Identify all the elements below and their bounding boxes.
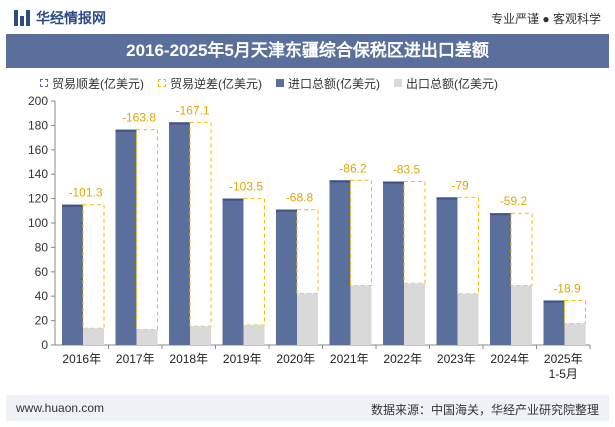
import-bar-top bbox=[169, 122, 190, 125]
y-tick-label: 0 bbox=[41, 338, 48, 352]
y-tick-label: 160 bbox=[28, 143, 48, 157]
y-tick-label: 40 bbox=[35, 289, 49, 303]
export-bar bbox=[457, 293, 479, 345]
import-bar bbox=[169, 122, 190, 345]
legend-item-deficit: 贸易逆差(亿美元) bbox=[158, 75, 262, 92]
export-bar bbox=[83, 328, 104, 345]
import-bar-top bbox=[276, 209, 297, 212]
tagline: 专业严谨 ● 客观科学 bbox=[491, 12, 601, 26]
legend-swatch-import bbox=[276, 79, 284, 87]
import-bar bbox=[383, 181, 404, 345]
legend-swatch-export bbox=[394, 79, 402, 87]
y-tick-label: 140 bbox=[28, 167, 48, 181]
brand-name: 华经情报网 bbox=[36, 10, 106, 26]
deficit-bar bbox=[189, 121, 212, 327]
deficit-bar bbox=[457, 196, 479, 295]
y-tick-label: 60 bbox=[35, 265, 49, 279]
deficit-bar bbox=[243, 198, 265, 326]
legend-swatch-surplus bbox=[40, 79, 48, 87]
deficit-data-label: -59.2 bbox=[500, 194, 528, 208]
export-bar bbox=[297, 293, 318, 345]
top-bar: 华经情报网 专业严谨 ● 客观科学 bbox=[0, 0, 615, 34]
deficit-bar bbox=[136, 129, 158, 331]
deficit-data-label: -101.3 bbox=[68, 186, 102, 200]
deficit-data-label: -167.1 bbox=[175, 103, 209, 117]
x-tick-label: 1-5月 bbox=[549, 367, 578, 381]
footer: www.huaon.com 数据来源：中国海关，华经产业研究院整理 bbox=[6, 395, 609, 421]
import-bar-top bbox=[62, 204, 83, 207]
import-bar bbox=[276, 209, 297, 345]
export-bar bbox=[190, 326, 211, 345]
x-tick-label: 2023年 bbox=[437, 352, 476, 366]
legend-item-export: 出口总额(亿美元) bbox=[394, 75, 498, 92]
import-bar-top bbox=[222, 198, 244, 201]
deficit-data-label: -68.8 bbox=[286, 191, 314, 205]
x-tick-label: 2020年 bbox=[276, 352, 315, 366]
legend-item-import: 进口总额(亿美元) bbox=[276, 75, 380, 92]
x-tick-label: 2016年 bbox=[62, 352, 101, 366]
import-bar-top bbox=[115, 129, 137, 132]
title-bar: 2016-2025年5月天津东疆综合保税区进出口差额 bbox=[6, 34, 609, 68]
chart-title: 2016-2025年5月天津东疆综合保税区进出口差额 bbox=[126, 41, 489, 60]
import-bar bbox=[115, 129, 137, 345]
x-tick-label: 2019年 bbox=[223, 352, 262, 366]
import-bar-top bbox=[436, 197, 458, 200]
import-bar bbox=[329, 180, 351, 345]
y-tick-label: 80 bbox=[35, 240, 49, 254]
x-tick-label: 2018年 bbox=[169, 352, 208, 366]
x-tick-label: 2024年 bbox=[490, 352, 529, 366]
x-tick-label: 2021年 bbox=[330, 352, 369, 366]
legend-label-import: 进口总额(亿美元) bbox=[288, 76, 380, 91]
deficit-bar bbox=[564, 299, 586, 325]
deficit-data-label: -83.5 bbox=[393, 163, 421, 177]
y-tick-label: 200 bbox=[28, 94, 48, 108]
site-url: www.huaon.com bbox=[16, 401, 105, 415]
y-tick-label: 120 bbox=[28, 192, 48, 206]
import-bar-top bbox=[383, 181, 404, 184]
export-bar bbox=[243, 324, 265, 345]
export-bar bbox=[511, 285, 532, 345]
import-bar bbox=[490, 213, 511, 345]
deficit-bar bbox=[510, 212, 533, 286]
deficit-data-label: -163.8 bbox=[122, 111, 156, 125]
brand: 华经情报网 bbox=[14, 8, 106, 28]
legend-swatch-deficit bbox=[158, 79, 166, 87]
export-bar bbox=[350, 285, 372, 345]
legend: 贸易顺差(亿美元) 贸易逆差(亿美元) 进口总额(亿美元) 出口总额(亿美元) bbox=[40, 72, 600, 94]
import-bar bbox=[62, 204, 83, 345]
legend-label-export: 出口总额(亿美元) bbox=[406, 76, 498, 91]
deficit-bar bbox=[403, 181, 426, 284]
deficit-bar bbox=[82, 204, 105, 329]
legend-label-surplus: 贸易顺差(亿美元) bbox=[52, 76, 144, 91]
export-bar bbox=[136, 329, 158, 345]
y-tick-label: 100 bbox=[28, 216, 48, 230]
deficit-bar bbox=[350, 179, 372, 286]
import-bar-top bbox=[329, 180, 351, 183]
deficit-data-label: -103.5 bbox=[229, 180, 263, 194]
export-bar bbox=[404, 283, 425, 345]
x-tick-label: 2017年 bbox=[116, 352, 155, 366]
legend-item-surplus: 贸易顺差(亿美元) bbox=[40, 75, 144, 92]
brand-logo-icon bbox=[14, 10, 30, 26]
export-bar bbox=[564, 323, 586, 345]
import-bar bbox=[222, 198, 244, 345]
bar-chart: 0 20 40 60 80 100 120 140 160 180 200 -101.3 2016年 -1… bbox=[28, 94, 591, 381]
legend-label-deficit: 贸易逆差(亿美元) bbox=[170, 76, 262, 91]
import-bar-top bbox=[490, 213, 511, 216]
deficit-data-label: -18.9 bbox=[553, 281, 581, 295]
deficit-data-label: -86.2 bbox=[339, 161, 367, 175]
data-source: 数据来源：中国海关，华经产业研究院整理 bbox=[370, 403, 599, 417]
import-bar bbox=[436, 197, 458, 345]
x-tick-label: 2022年 bbox=[383, 352, 422, 366]
y-tick-label: 20 bbox=[35, 314, 49, 328]
import-bar bbox=[543, 300, 565, 345]
y-tick-label: 180 bbox=[28, 118, 48, 132]
deficit-data-label: -79 bbox=[451, 178, 469, 192]
deficit-bar bbox=[296, 209, 319, 295]
import-bar-top bbox=[543, 300, 565, 303]
x-tick-label: 2025年 bbox=[544, 352, 583, 366]
